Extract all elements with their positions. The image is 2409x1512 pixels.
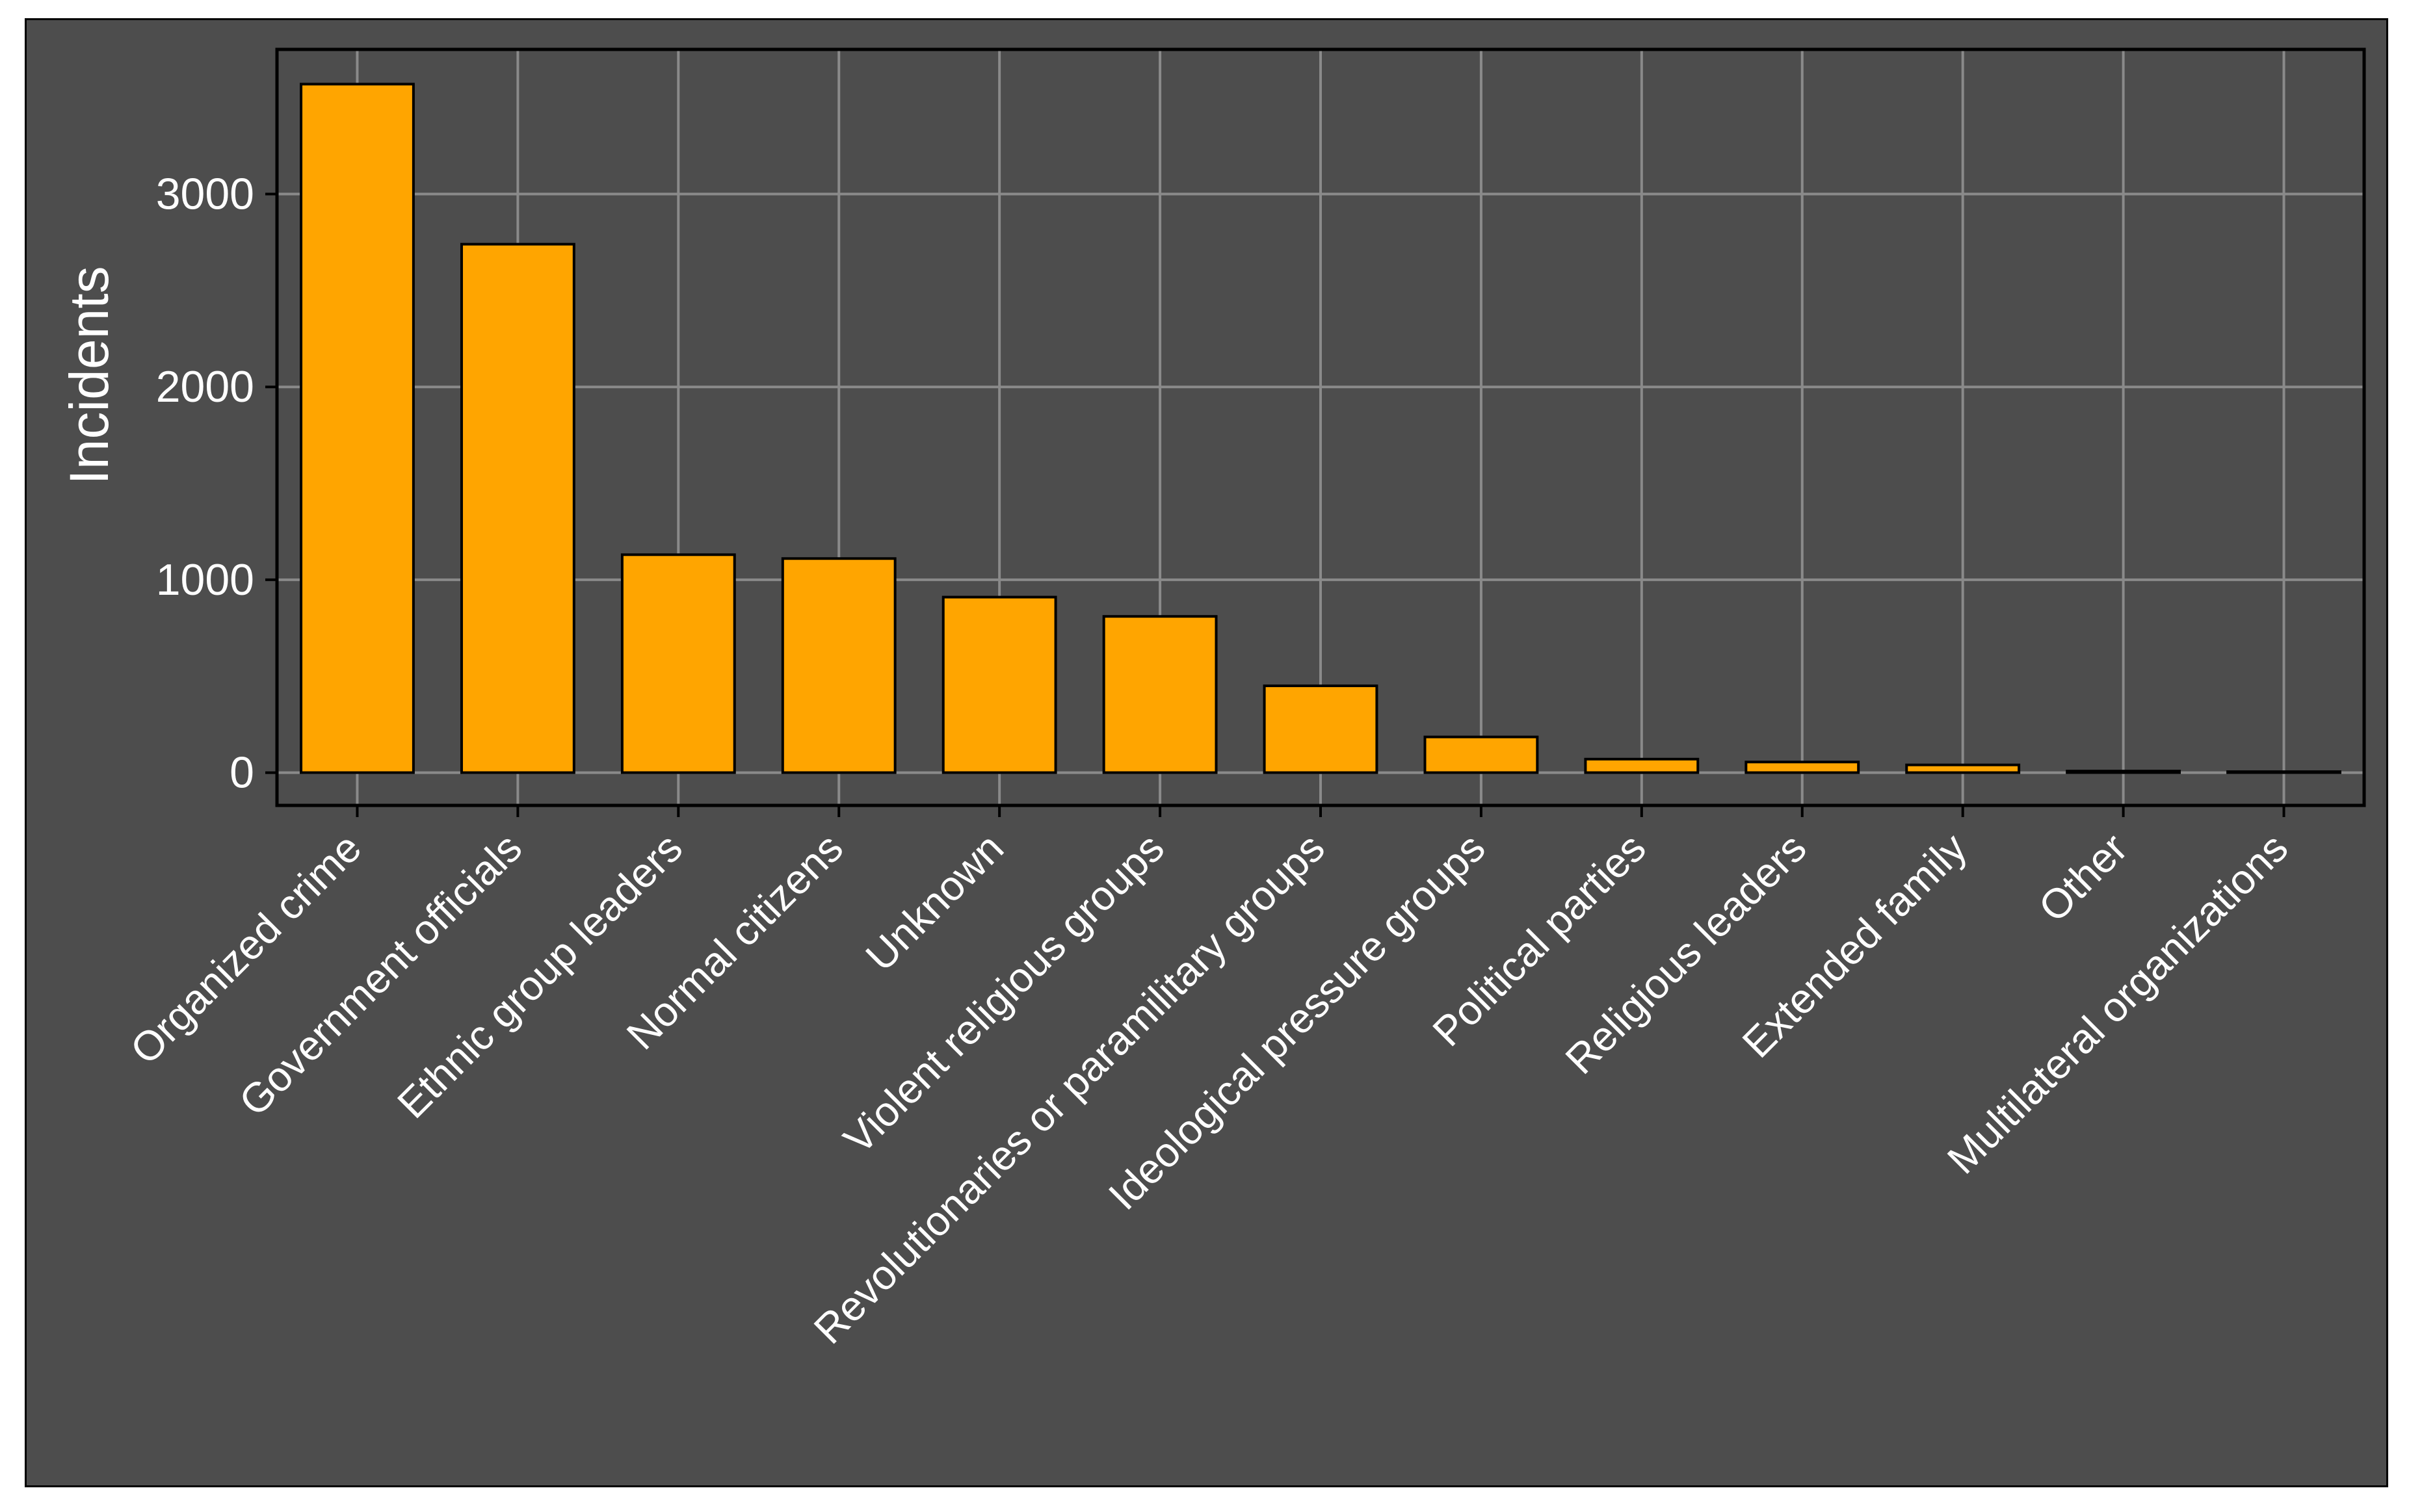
y-tick-label-3: 3000 bbox=[156, 170, 254, 219]
bar-chart: 0 1000 2000 3000 Organized crimeGovernment … bbox=[59, 47, 2366, 1353]
chart-container: 0 1000 2000 3000 Organized crime Government … bbox=[25, 18, 2388, 1487]
bar-2 bbox=[620, 553, 736, 774]
bar-4 bbox=[941, 595, 1057, 774]
bar-11 bbox=[2066, 770, 2181, 774]
bar-6 bbox=[1263, 684, 1378, 774]
bar-0 bbox=[300, 83, 415, 774]
y-tick-label-1: 1000 bbox=[156, 555, 254, 605]
bar-7 bbox=[1423, 735, 1539, 774]
x-tick-label-5: Violent religious groups bbox=[834, 824, 1173, 1163]
x-tick-label-11: Other bbox=[2029, 824, 2136, 931]
y-tick-label-2: 2000 bbox=[156, 362, 254, 411]
x-tick-label-12: Multilateral organizations bbox=[1938, 824, 2297, 1182]
bar-1 bbox=[460, 242, 575, 774]
bars bbox=[300, 83, 2341, 774]
x-tick-label-4: Unknown bbox=[856, 824, 1012, 980]
x-tick-label-1: Government officials bbox=[230, 824, 531, 1125]
y-axis-ticks: 0 1000 2000 3000 bbox=[156, 170, 277, 798]
bar-10 bbox=[1905, 763, 2021, 774]
y-tick-label-0: 0 bbox=[230, 748, 254, 798]
bar-8 bbox=[1584, 757, 1700, 774]
bar-3 bbox=[781, 557, 897, 774]
y-axis-title: Incidents bbox=[59, 266, 120, 484]
bar-9 bbox=[1744, 761, 1860, 774]
x-tick-label-2: Ethnic group leaders bbox=[388, 824, 691, 1127]
bar-5 bbox=[1102, 615, 1218, 774]
